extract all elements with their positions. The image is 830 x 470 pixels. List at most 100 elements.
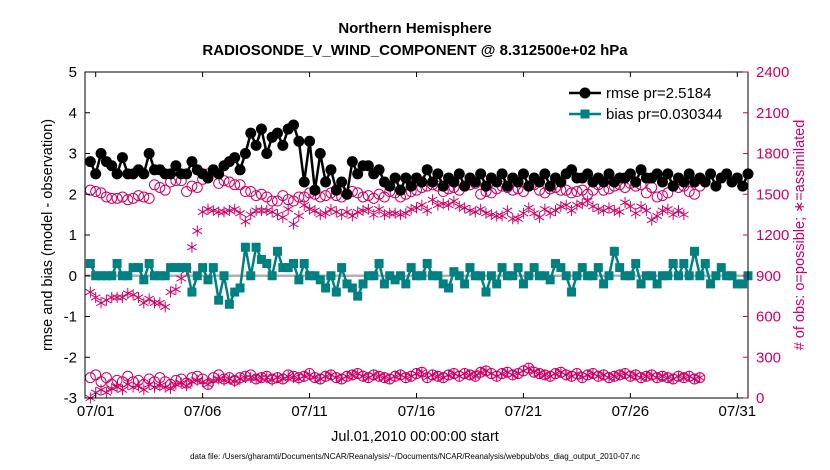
rmse-point xyxy=(705,168,717,180)
y-left-tick-label: 5 xyxy=(69,64,77,81)
bias-point xyxy=(492,279,502,289)
obs-assimilated-point xyxy=(475,366,486,378)
rmse-point xyxy=(116,152,128,164)
obs-assimilated-point xyxy=(154,380,165,392)
rmse-point xyxy=(603,168,615,180)
obs-assimilated-point xyxy=(507,213,518,225)
x-axis-label: Jul.01,2010 00:00:00 start xyxy=(331,429,499,445)
obs-possible-point xyxy=(255,188,267,200)
bias-point xyxy=(732,279,742,289)
bias-point xyxy=(294,275,304,285)
rmse-point xyxy=(731,172,743,184)
obs-assimilated-point xyxy=(406,203,417,215)
obs-assimilated-point xyxy=(352,206,363,218)
rmse-point xyxy=(314,148,326,159)
obs-assimilated-point xyxy=(673,370,684,382)
obs-assimilated-point xyxy=(229,203,240,215)
bias-point xyxy=(433,271,443,281)
bias-point xyxy=(85,259,95,269)
legend-marker xyxy=(580,109,590,119)
obs-assimilated-point xyxy=(368,369,379,381)
bias-point xyxy=(497,263,507,273)
bias-point xyxy=(150,271,160,281)
obs-assimilated-point xyxy=(186,241,197,253)
bias-point xyxy=(192,271,202,281)
bias-point xyxy=(337,263,347,273)
obs-assimilated-point xyxy=(534,368,545,380)
obs-assimilated-point xyxy=(609,370,620,382)
obs-assimilated-point xyxy=(636,200,647,212)
obs-assimilated-point xyxy=(117,384,128,396)
obs-assimilated-point xyxy=(641,205,652,217)
rmse-point xyxy=(496,168,508,180)
obs-assimilated-point xyxy=(411,368,422,380)
bias-point xyxy=(738,279,748,289)
obs-assimilated-point xyxy=(379,209,390,221)
bias-point xyxy=(663,271,673,281)
bias-point xyxy=(454,271,464,281)
obs-assimilated-point xyxy=(550,368,561,380)
bias-point xyxy=(283,263,293,273)
bias-point xyxy=(401,279,411,289)
obs-assimilated-point xyxy=(240,215,251,227)
rmse-point xyxy=(469,176,481,188)
obs-assimilated-point xyxy=(662,203,673,215)
bias-point xyxy=(374,259,384,269)
obs-assimilated-point xyxy=(154,297,165,309)
obs-possible-point xyxy=(90,186,102,198)
obs-possible-point xyxy=(154,181,166,193)
rmse-point xyxy=(213,168,225,180)
bias-point xyxy=(144,259,154,269)
bias-point xyxy=(256,254,266,264)
obs-assimilated-point xyxy=(101,387,112,399)
rmse-point xyxy=(656,176,668,188)
obs-assimilated-point xyxy=(593,203,604,215)
obs-assimilated-point xyxy=(149,297,160,309)
obs-assimilated-point xyxy=(288,372,299,384)
rmse-point xyxy=(234,164,246,176)
obs-assimilated-point xyxy=(400,207,411,219)
rmse-point xyxy=(517,168,529,180)
rmse-point xyxy=(352,168,364,180)
bias-point xyxy=(267,271,277,281)
rmse-point xyxy=(737,180,749,192)
obs-assimilated-point xyxy=(219,206,230,218)
obs-assimilated-point xyxy=(646,214,657,226)
bias-point xyxy=(251,242,261,252)
bias-point xyxy=(155,271,165,281)
bias-point xyxy=(615,263,625,273)
obs-assimilated-point xyxy=(160,381,171,393)
bias-point xyxy=(412,271,421,281)
obs-assimilated-point xyxy=(379,372,390,384)
rmse-point xyxy=(293,135,305,147)
obs-assimilated-point xyxy=(395,209,406,221)
rmse-point xyxy=(309,184,321,196)
obs-assimilated-point xyxy=(668,209,679,221)
obs-assimilated-point xyxy=(625,370,636,382)
obs-assimilated-point xyxy=(309,205,320,217)
obs-possible-point xyxy=(683,186,695,198)
y-axis-right-label: # of obs: o=possible; ∗=assimilated xyxy=(792,120,808,351)
bias-point xyxy=(524,271,534,281)
y-right-tick-label: 1800 xyxy=(756,146,789,163)
obs-assimilated-point xyxy=(117,291,128,303)
obs-assimilated-point xyxy=(614,369,625,381)
rmse-point xyxy=(271,127,283,139)
x-tick-label: 07/21 xyxy=(505,403,543,420)
obs-assimilated-point xyxy=(277,211,288,223)
bias-point xyxy=(706,279,716,289)
rmse-point xyxy=(106,160,118,172)
obs-assimilated-point xyxy=(486,209,497,221)
y-left-tick-label: -1 xyxy=(64,309,77,326)
obs-assimilated-point xyxy=(539,369,550,381)
obs-possible-point xyxy=(571,186,583,198)
bias-point xyxy=(182,263,192,273)
bias-point xyxy=(583,271,593,281)
obs-assimilated-point xyxy=(571,199,582,211)
x-tick-label: 07/31 xyxy=(719,403,757,420)
obs-possible-point xyxy=(651,191,663,203)
bias-point xyxy=(417,271,427,281)
x-tick-label: 07/11 xyxy=(291,403,327,420)
y-right-tick-label: 300 xyxy=(756,349,781,366)
bias-point xyxy=(711,271,721,281)
